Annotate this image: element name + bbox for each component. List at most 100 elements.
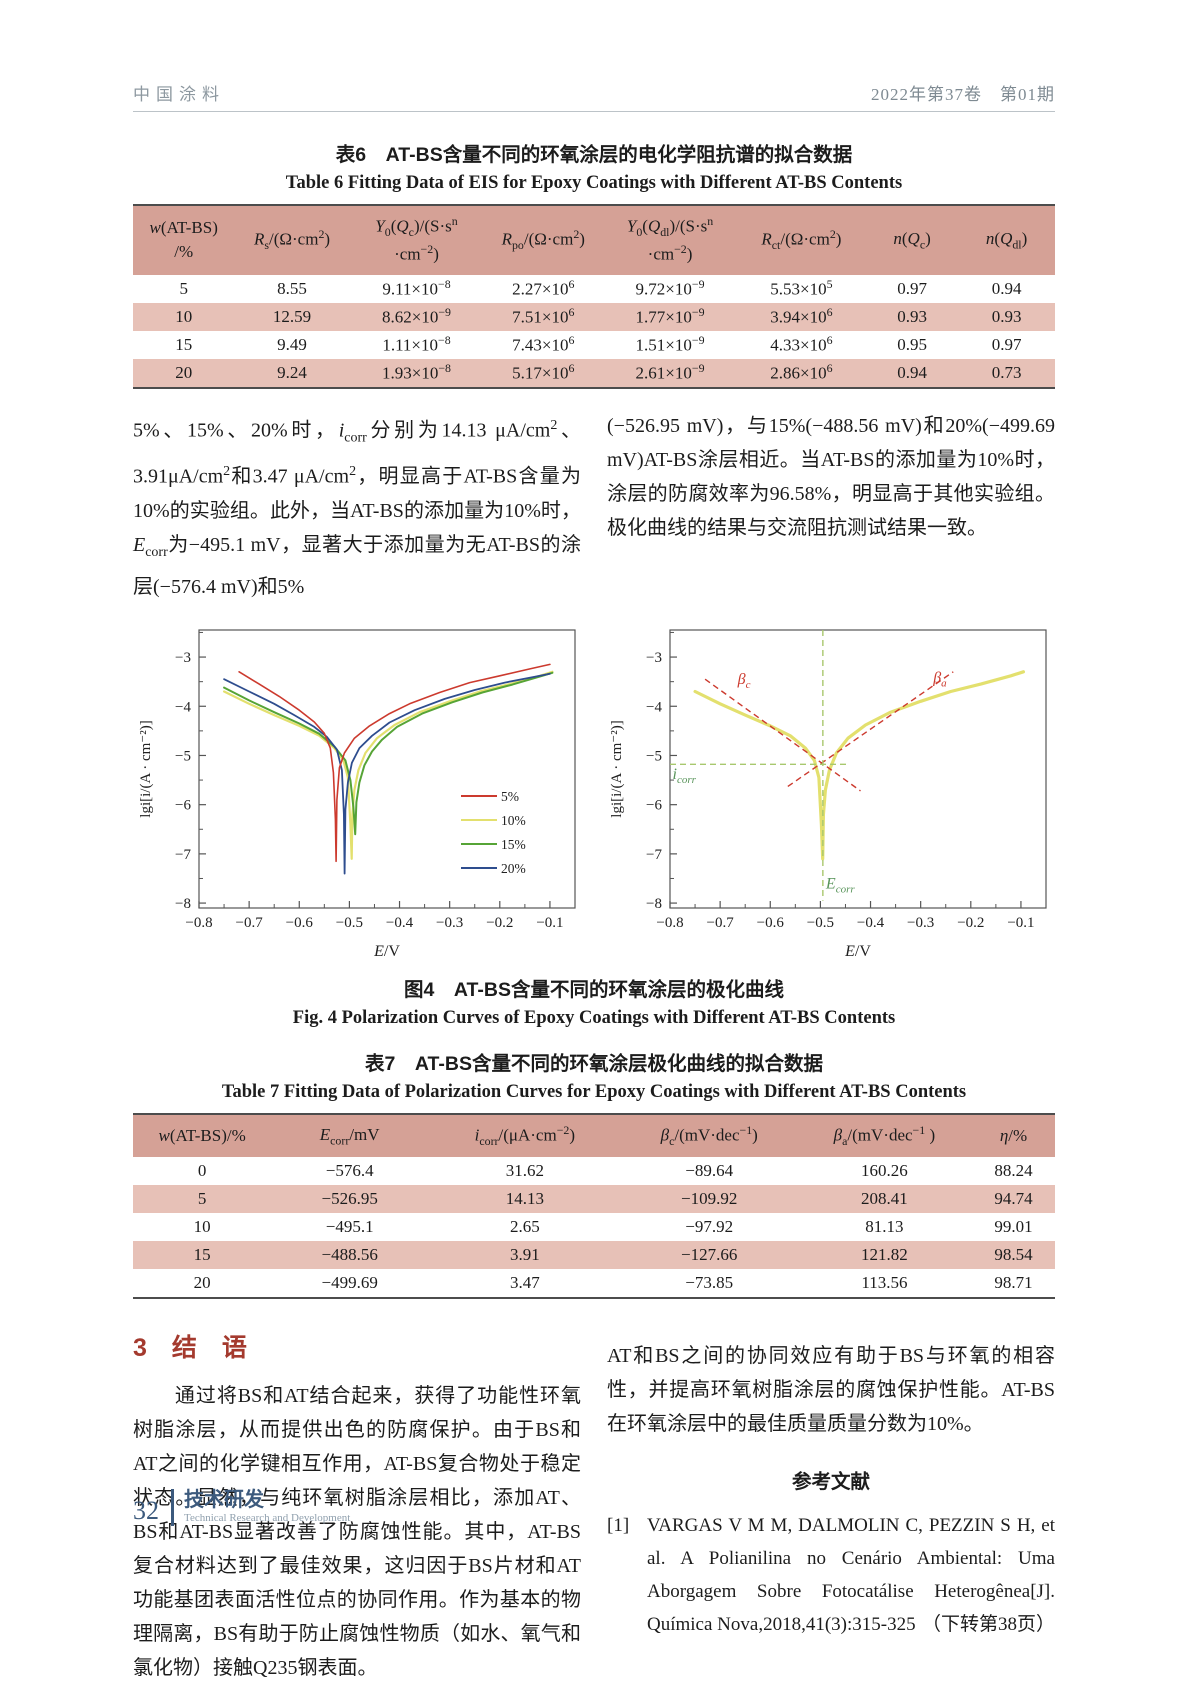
table7-caption-cn: 表7 AT-BS含量不同的环氧涂层极化曲线的拟合数据 bbox=[365, 1052, 823, 1075]
table-cell: −499.69 bbox=[321, 1273, 378, 1293]
reference-number: [1] bbox=[607, 1515, 630, 1537]
svg-text:−0.6: −0.6 bbox=[286, 915, 314, 931]
figure4-caption-cn: 图4 AT-BS含量不同的环氧涂层的极化曲线 bbox=[404, 978, 784, 1001]
table-cell: 0.94 bbox=[865, 358, 959, 388]
page-footer: 32 技术研发 Technical Research and Developme… bbox=[133, 1488, 350, 1526]
svg-text:−8: −8 bbox=[175, 896, 191, 912]
table-cell: 9.72×10−9 bbox=[635, 277, 705, 299]
table7-caption-en: Table 7 Fitting Data of Polarization Cur… bbox=[221, 1081, 967, 1102]
column-header: η/% bbox=[971, 1113, 1055, 1158]
table-row: 5 8.55 9.11×10−8 2.27×106 9.72×10−9 5.53×105 0… bbox=[133, 275, 1055, 303]
table-cell: 0.95 bbox=[897, 334, 927, 354]
issue-info: 2022年第37卷 第01期 bbox=[871, 85, 1055, 104]
svg-text:icorr: icorr bbox=[673, 766, 697, 786]
table-cell: 1.51×10−9 bbox=[635, 333, 705, 355]
page-number: 32 bbox=[133, 1496, 159, 1525]
table-cell: 0.97 bbox=[991, 334, 1022, 354]
column-header: Rpo/(Ω·cm2) bbox=[483, 205, 604, 275]
section-heading: 3 结 语 bbox=[133, 1334, 247, 1363]
table-cell: 160.26 bbox=[861, 1161, 908, 1181]
table-row: 20 −499.69 3.47 −73.85 113.56 98.71 bbox=[133, 1269, 1055, 1298]
table-cell: 0.73 bbox=[958, 358, 1055, 388]
table-cell: −109.92 bbox=[621, 1185, 797, 1214]
table-cell: 20 bbox=[133, 358, 235, 388]
table-cell: −495.1 bbox=[325, 1217, 374, 1237]
table-cell: 7.51×106 bbox=[483, 302, 604, 331]
svg-text:−0.4: −0.4 bbox=[857, 915, 885, 931]
table-cell: −526.95 bbox=[271, 1185, 429, 1214]
footer-section-cn: 技术研发 bbox=[184, 1488, 264, 1511]
svg-text:−3: −3 bbox=[646, 650, 662, 666]
table-cell: 121.82 bbox=[796, 1241, 972, 1270]
table-cell: 2.27×106 bbox=[512, 277, 575, 299]
figure4-caption-en: Fig. 4 Polarization Curves of Epoxy Coat… bbox=[292, 1007, 896, 1028]
polarization-chart-left: −0.8 −0.7 −0.6 −0.5 −0.4 −0.3 −0.2 −0.1 −8 −7 −6 −5… bbox=[138, 629, 576, 960]
journal-name: 中国涂料 bbox=[133, 85, 225, 104]
svg-text:lgi[i/(A · cm⁻²)]: lgi[i/(A · cm⁻²)] bbox=[609, 720, 625, 817]
svg-text:−5: −5 bbox=[175, 748, 191, 764]
column-header: n(Qdl) bbox=[958, 205, 1055, 275]
svg-text:−6: −6 bbox=[646, 798, 662, 814]
svg-text:E/V: E/V bbox=[373, 943, 400, 960]
conclusion-text-left: 通过将BS和AT结合起来，获得了功能性环氧树脂涂层，从而提供出色的防腐保护。由于… bbox=[133, 1385, 581, 1680]
table-cell: 0 bbox=[197, 1161, 207, 1181]
column-header: icorr/(μA·cm−2) bbox=[428, 1113, 622, 1158]
svg-text:−7: −7 bbox=[646, 847, 662, 863]
table6-caption-en: Table 6 Fitting Data of EIS for Epoxy Co… bbox=[285, 173, 903, 193]
table-cell: 20 bbox=[193, 1273, 211, 1293]
reference-item: [1] VARGAS V M M, DALMOLIN C, PEZZIN S H… bbox=[607, 1509, 1055, 1641]
table-cell: 9.49 bbox=[277, 334, 307, 354]
table-cell: 14.13 bbox=[428, 1185, 622, 1214]
svg-text:5%: 5% bbox=[501, 789, 519, 804]
table-row: 10 −495.1 2.65 −97.92 81.13 99.01 bbox=[133, 1213, 1055, 1241]
table-cell: 5 bbox=[133, 1185, 272, 1214]
table-cell: 10 bbox=[133, 302, 235, 331]
svg-text:lgi[i/(A · cm⁻²)]: lgi[i/(A · cm⁻²)] bbox=[138, 720, 154, 817]
table-cell: 208.41 bbox=[796, 1185, 972, 1214]
table-cell: 15 bbox=[175, 334, 193, 354]
footer-section-en: Technical Research and Development bbox=[184, 1511, 351, 1524]
table-cell: 3.91 bbox=[428, 1241, 622, 1270]
polarization-chart-right: −0.8 −0.7 −0.6 −0.5 −0.4 −0.3 −0.2 −0.1 −8 −7 −6 −5… bbox=[609, 629, 1047, 960]
column-header: Ecorr/mV bbox=[271, 1113, 429, 1158]
page-header: 中国涂料 2022年第37卷 第01期 bbox=[133, 0, 1055, 105]
header-rule bbox=[133, 111, 1055, 112]
svg-text:−0.5: −0.5 bbox=[807, 915, 834, 931]
table-cell: −97.92 bbox=[685, 1217, 734, 1237]
paragraph-left: 5%、15%、20%时，icorr分别为14.13 μA/cm2、3.91μA/… bbox=[133, 417, 582, 598]
table-cell: 0.94 bbox=[991, 278, 1022, 298]
column-header: Y0(Qdl)/(S·sn ·cm−2) bbox=[603, 205, 737, 275]
figure4-charts: −0.8 −0.7 −0.6 −0.5 −0.4 −0.3 −0.2 −0.1 −8 −7 −6 −5… bbox=[133, 618, 1055, 963]
table-cell: 10 bbox=[193, 1217, 211, 1237]
table-row: 10 12.59 8.62×10−9 7.51×106 1.77×10−9 3.94×10… bbox=[133, 302, 1055, 331]
svg-text:−0.3: −0.3 bbox=[436, 915, 463, 931]
svg-text:−0.1: −0.1 bbox=[536, 915, 563, 931]
table-cell: 0.93 bbox=[865, 302, 959, 331]
footer-section: 技术研发 Technical Research and Development bbox=[171, 1488, 351, 1526]
svg-text:−4: −4 bbox=[175, 699, 191, 715]
svg-text:10%: 10% bbox=[501, 813, 526, 828]
table6-caption-cn: 表6 AT-BS含量不同的环氧涂层的电化学阻抗谱的拟合数据 bbox=[335, 144, 853, 166]
table-cell: 5 bbox=[179, 278, 188, 298]
svg-text:−0.7: −0.7 bbox=[236, 915, 264, 931]
table-row: 15 −488.56 3.91 −127.66 121.82 98.54 bbox=[133, 1241, 1055, 1270]
svg-text:−7: −7 bbox=[175, 847, 191, 863]
table-cell: −576.4 bbox=[325, 1161, 374, 1181]
table-cell: 8.62×10−9 bbox=[349, 302, 484, 331]
table-cell: 0.93 bbox=[958, 302, 1055, 331]
svg-text:−5: −5 bbox=[646, 748, 662, 764]
table-cell: −127.66 bbox=[621, 1241, 797, 1270]
page-content: 中国涂料 2022年第37卷 第01期 表6 AT-BS含量不同的环氧涂层的电化… bbox=[133, 0, 1055, 1685]
table7: w(AT-BS)/% Ecorr/mV icorr/(μA·cm−2) βc/(mV·… bbox=[133, 1112, 1055, 1300]
table-cell: 81.13 bbox=[865, 1217, 904, 1237]
table-row: 0 −576.4 31.62 −89.64 160.26 88.24 bbox=[133, 1157, 1055, 1185]
table-cell: 2.65 bbox=[509, 1217, 540, 1237]
table-row: 15 9.49 1.11×10−8 7.43×106 1.51×10−9 4.33×106… bbox=[133, 331, 1055, 359]
column-header: w(AT-BS)/% bbox=[133, 1113, 272, 1158]
svg-text:−0.2: −0.2 bbox=[957, 915, 984, 931]
svg-text:βa: βa bbox=[932, 670, 947, 690]
column-header: βc/(mV·dec−1) bbox=[621, 1113, 797, 1158]
continued-note: （下转第38页） bbox=[921, 1614, 1055, 1636]
column-header: βa/(mV·dec−1 ) bbox=[796, 1113, 972, 1158]
table-cell: 2.86×106 bbox=[736, 358, 866, 388]
